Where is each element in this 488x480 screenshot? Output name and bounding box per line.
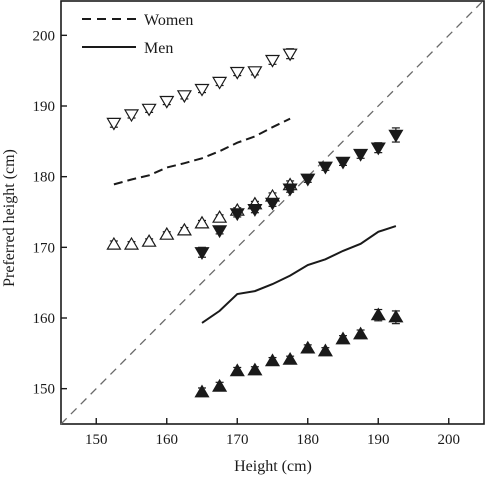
x-tick-label: 160 (156, 432, 179, 448)
filled-triangle-down-marker (264, 197, 281, 211)
filled-triangle-down-marker (317, 161, 333, 175)
y-tick-label: 180 (33, 170, 56, 186)
open-triangle-down-marker (159, 95, 175, 109)
filled-triangle-down-marker (300, 173, 316, 187)
x-tick-label: 190 (367, 432, 390, 448)
y-tick-label: 150 (33, 382, 56, 398)
x-tick-label: 200 (438, 432, 461, 448)
y-axis-label: Preferred height (cm) (1, 149, 18, 287)
filled-triangle-down-marker (229, 208, 245, 222)
filled-triangle-up-marker (194, 384, 210, 398)
x-tick-label: 170 (226, 432, 249, 448)
y-tick-label: 160 (33, 311, 56, 327)
open-triangle-down-marker (247, 66, 263, 80)
open-triangle-up-marker (123, 236, 140, 250)
open-triangle-up-marker (176, 222, 192, 236)
y-tick-label: 170 (33, 240, 56, 256)
open-triangle-up-marker (194, 215, 210, 229)
plot-area: 150 160 170 180 190 200 150 160 170 180 190 200 (33, 0, 485, 448)
filled-triangle-down-marker (194, 247, 210, 260)
legend-men-label: Men (144, 40, 173, 57)
open-triangle-down-marker (264, 54, 281, 68)
filled-triangle-up-marker (317, 343, 333, 357)
open-triangle-up-marker (141, 234, 157, 247)
women-line (113, 117, 291, 186)
open-triangle-down-marker (176, 90, 192, 104)
filled-triangle-up-marker (264, 353, 281, 367)
filled-triangle-up-marker (247, 362, 263, 376)
x-tick-label: 180 (297, 432, 320, 448)
filled-triangle-up-marker (212, 378, 228, 392)
filled-triangle-down-marker (247, 204, 263, 217)
filled-triangle-up-marker (282, 352, 298, 365)
plot-frame (60, 0, 485, 425)
filled-triangle-down-marker (388, 129, 404, 143)
x-tick-label: 150 (85, 432, 108, 448)
filled-triangle-up-marker (388, 309, 404, 323)
legend-women-label: Women (144, 12, 193, 29)
open-triangle-down-marker (212, 76, 228, 90)
open-triangle-down-marker (123, 109, 140, 123)
open-triangle-up-marker (106, 236, 122, 250)
filled-triangle-up-marker (353, 326, 369, 340)
open-triangle-down-marker (282, 48, 298, 62)
filled-triangle-down-marker (282, 183, 298, 197)
y-tick-label: 190 (33, 99, 56, 115)
filled-triangle-down-marker (370, 142, 386, 156)
men-line (201, 225, 397, 324)
open-triangle-down-marker (229, 66, 245, 80)
open-triangle-up-marker (212, 210, 228, 223)
filled-triangle-up-marker (335, 331, 351, 345)
y-tick-label: 200 (33, 28, 56, 44)
x-axis-label: Height (cm) (234, 458, 312, 475)
open-triangle-down-marker (194, 83, 210, 97)
reference-line (60, 0, 485, 425)
filled-triangle-down-marker (212, 225, 228, 239)
legend: Women Men (82, 12, 193, 57)
filled-triangle-up-marker (229, 363, 245, 377)
filled-triangle-up-marker (370, 307, 386, 321)
filled-triangle-down-marker (335, 156, 351, 170)
open-triangle-down-marker (141, 103, 157, 117)
open-triangle-up-marker (159, 226, 175, 240)
filled-triangle-up-marker (300, 340, 316, 354)
filled-triangle-down-marker (353, 148, 369, 162)
open-triangle-down-marker (106, 117, 122, 131)
